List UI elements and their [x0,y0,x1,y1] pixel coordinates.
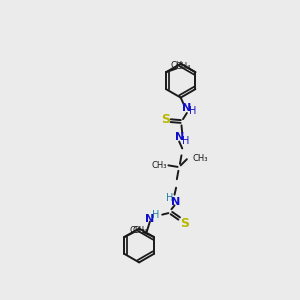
Text: N: N [175,132,184,142]
Text: N: N [172,197,181,207]
Text: N: N [145,214,154,224]
Text: CH₃: CH₃ [152,161,167,170]
Text: CH₃: CH₃ [175,62,191,71]
Text: S: S [180,218,189,230]
Text: H: H [166,193,174,203]
Text: N: N [182,103,191,113]
Text: CH₃: CH₃ [193,154,208,163]
Text: H: H [189,106,197,116]
Text: CH₃: CH₃ [133,226,148,235]
Text: H: H [182,136,189,146]
Text: CH₃: CH₃ [171,61,186,70]
Text: CH₃: CH₃ [129,226,145,235]
Text: S: S [162,113,171,126]
Text: H: H [152,210,160,220]
